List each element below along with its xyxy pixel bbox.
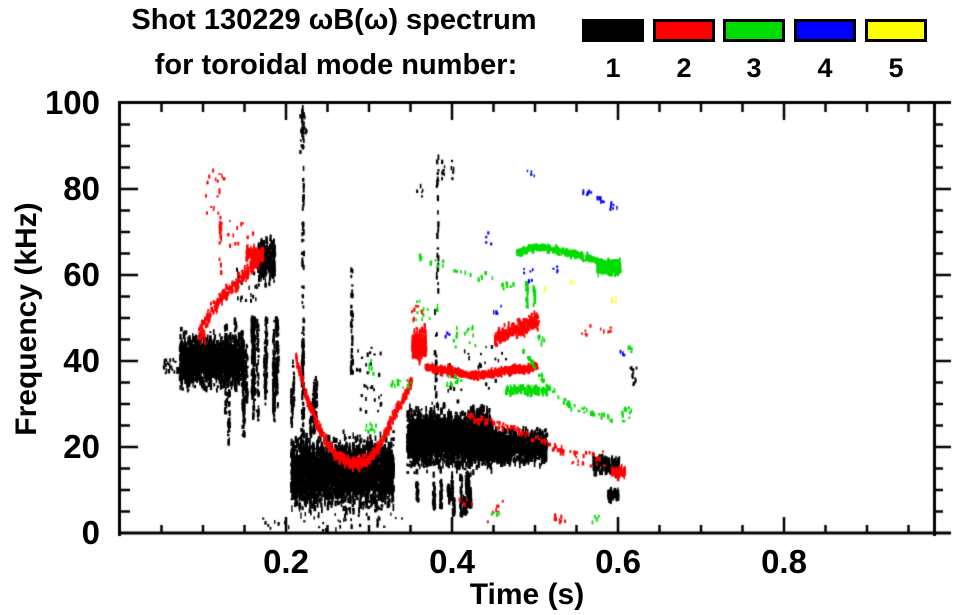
y-tick-label: 40 [63, 342, 100, 379]
page-title: Shot 130229 ωB(ω) spectrum [131, 4, 537, 36]
x-tick-label: 0.6 [595, 543, 641, 580]
legend-swatch-mode-5 [865, 19, 927, 42]
y-tick-label: 100 [44, 84, 100, 121]
y-tick-label: 60 [63, 256, 100, 293]
legend-label-mode-1: 1 [605, 53, 621, 83]
legend-swatch-mode-3 [723, 19, 785, 42]
legend-label-mode-2: 2 [676, 53, 692, 83]
legend-label-mode-5: 5 [888, 53, 904, 83]
y-axis-title: Frequency (kHz) [10, 202, 43, 436]
y-tick-label: 0 [81, 514, 100, 551]
legend-swatch-mode-1 [582, 19, 644, 42]
x-tick-label: 0.2 [263, 543, 309, 580]
x-tick-label: 0.8 [761, 543, 807, 580]
legend-label-mode-4: 4 [817, 53, 833, 83]
y-tick-label: 80 [63, 170, 100, 207]
legend-swatch-mode-4 [794, 19, 856, 42]
legend-label-mode-3: 3 [746, 53, 762, 83]
legend-swatch-mode-2 [653, 19, 715, 42]
x-axis-title: Time (s) [469, 578, 585, 611]
y-tick-label: 20 [63, 428, 100, 465]
page-subtitle: for toroidal mode number: [154, 49, 518, 81]
x-tick-label: 0.4 [429, 543, 475, 580]
